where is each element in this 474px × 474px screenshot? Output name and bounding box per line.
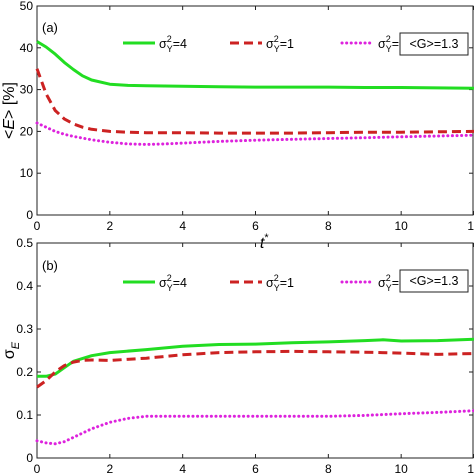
legend-sup: 2 bbox=[167, 273, 172, 283]
x-tick-label: 12 bbox=[467, 219, 474, 233]
x-tick-label: 2 bbox=[106, 462, 113, 474]
x-tick-label: 4 bbox=[179, 219, 186, 233]
annotation-text: <G>=1.3 bbox=[410, 274, 459, 288]
legend-value: =4 bbox=[173, 37, 187, 51]
annotation-box bbox=[399, 269, 469, 293]
x-tick-label: 0 bbox=[34, 462, 41, 474]
series-line-3 bbox=[35, 121, 474, 146]
x-tick-label: 10 bbox=[394, 219, 408, 233]
x-tick-label: 8 bbox=[325, 219, 332, 233]
annotation-box bbox=[399, 32, 469, 56]
x-tick-label: 4 bbox=[179, 462, 186, 474]
legend-sub: Y bbox=[167, 44, 173, 54]
y-tick-label: 0.4 bbox=[16, 279, 33, 293]
y-axis-label-part: E bbox=[1, 119, 18, 130]
legend-sub: Y bbox=[274, 44, 280, 54]
y-tick-label: 0.3 bbox=[16, 322, 33, 336]
y-axis-label-part: < bbox=[1, 130, 18, 139]
panel-tag: (a) bbox=[42, 20, 58, 35]
x-tick-label: 10 bbox=[394, 462, 408, 474]
legend-sub: Y bbox=[274, 283, 280, 293]
legend-sub: Y bbox=[386, 44, 392, 54]
legend-label-2: σ2 Y=1 bbox=[266, 34, 294, 54]
legend-sup: 2 bbox=[274, 34, 279, 44]
series-line-3 bbox=[35, 409, 474, 446]
legend-label-1: σ2 Y=4 bbox=[159, 273, 187, 293]
y-axis-label: <E> [%] bbox=[1, 82, 18, 139]
legend-sup: 2 bbox=[167, 34, 172, 44]
legend-sup: 2 bbox=[274, 273, 279, 283]
x-tick-label: 6 bbox=[252, 462, 259, 474]
legend-sup: 2 bbox=[386, 34, 391, 44]
y-tick-label: 10 bbox=[20, 166, 34, 180]
legend-sigma: σ bbox=[159, 276, 167, 290]
x-tick-label: 2 bbox=[106, 219, 113, 233]
x-tick-label: 8 bbox=[325, 462, 332, 474]
series-line-1 bbox=[36, 40, 474, 90]
y-axis-label-part: > [%] bbox=[1, 82, 18, 119]
x-axis-label-sup: * bbox=[264, 232, 269, 244]
legend-sup: 2 bbox=[386, 273, 391, 283]
y-axis-label: σE bbox=[1, 341, 22, 359]
legend-label-1: σ2 Y=4 bbox=[159, 34, 187, 54]
x-tick-label: 12 bbox=[467, 462, 474, 474]
legend-sigma: σ bbox=[266, 276, 274, 290]
y-tick-label: 40 bbox=[20, 41, 34, 55]
legend-sigma: σ bbox=[159, 37, 167, 51]
legend-sigma: σ bbox=[266, 37, 274, 51]
y-tick-label: 0 bbox=[26, 451, 33, 465]
y-tick-label: 20 bbox=[20, 124, 34, 138]
y-axis-label-part: σ bbox=[1, 349, 18, 359]
legend-sigma: σ bbox=[378, 276, 386, 290]
panel-tag: (b) bbox=[42, 258, 58, 273]
legend-sub: Y bbox=[167, 283, 173, 293]
x-axis-label: t* bbox=[260, 232, 269, 252]
chart-panel-a: 02468101201020304050t*<E> [%](a)σ2Y=4σ2Y… bbox=[1, 0, 474, 252]
y-tick-label: 0.5 bbox=[16, 236, 33, 250]
y-tick-label: 0.1 bbox=[16, 408, 33, 422]
series-line-2 bbox=[35, 68, 474, 135]
chart-panel-b: 02468101200.10.20.30.40.5t*σE(b)σ2Y=4σ2Y… bbox=[1, 236, 474, 474]
legend-value: =4 bbox=[173, 276, 187, 290]
annotation-text: <G>=1.3 bbox=[410, 37, 459, 51]
legend-label-2: σ2 Y=1 bbox=[266, 273, 294, 293]
legend-value: =1 bbox=[280, 276, 294, 290]
y-tick-label: 0.2 bbox=[16, 365, 33, 379]
series-line-1 bbox=[37, 337, 474, 378]
y-tick-label: 30 bbox=[20, 83, 34, 97]
legend-value: =1 bbox=[280, 37, 294, 51]
y-tick-label: 50 bbox=[20, 0, 34, 13]
series-line-2 bbox=[36, 349, 474, 389]
y-axis-label-part: E bbox=[10, 341, 22, 349]
legend-sigma: σ bbox=[378, 37, 386, 51]
x-tick-label: 6 bbox=[252, 219, 259, 233]
legend-sub: Y bbox=[386, 283, 392, 293]
x-tick-label: 0 bbox=[34, 219, 41, 233]
y-tick-label: 0 bbox=[26, 208, 33, 222]
